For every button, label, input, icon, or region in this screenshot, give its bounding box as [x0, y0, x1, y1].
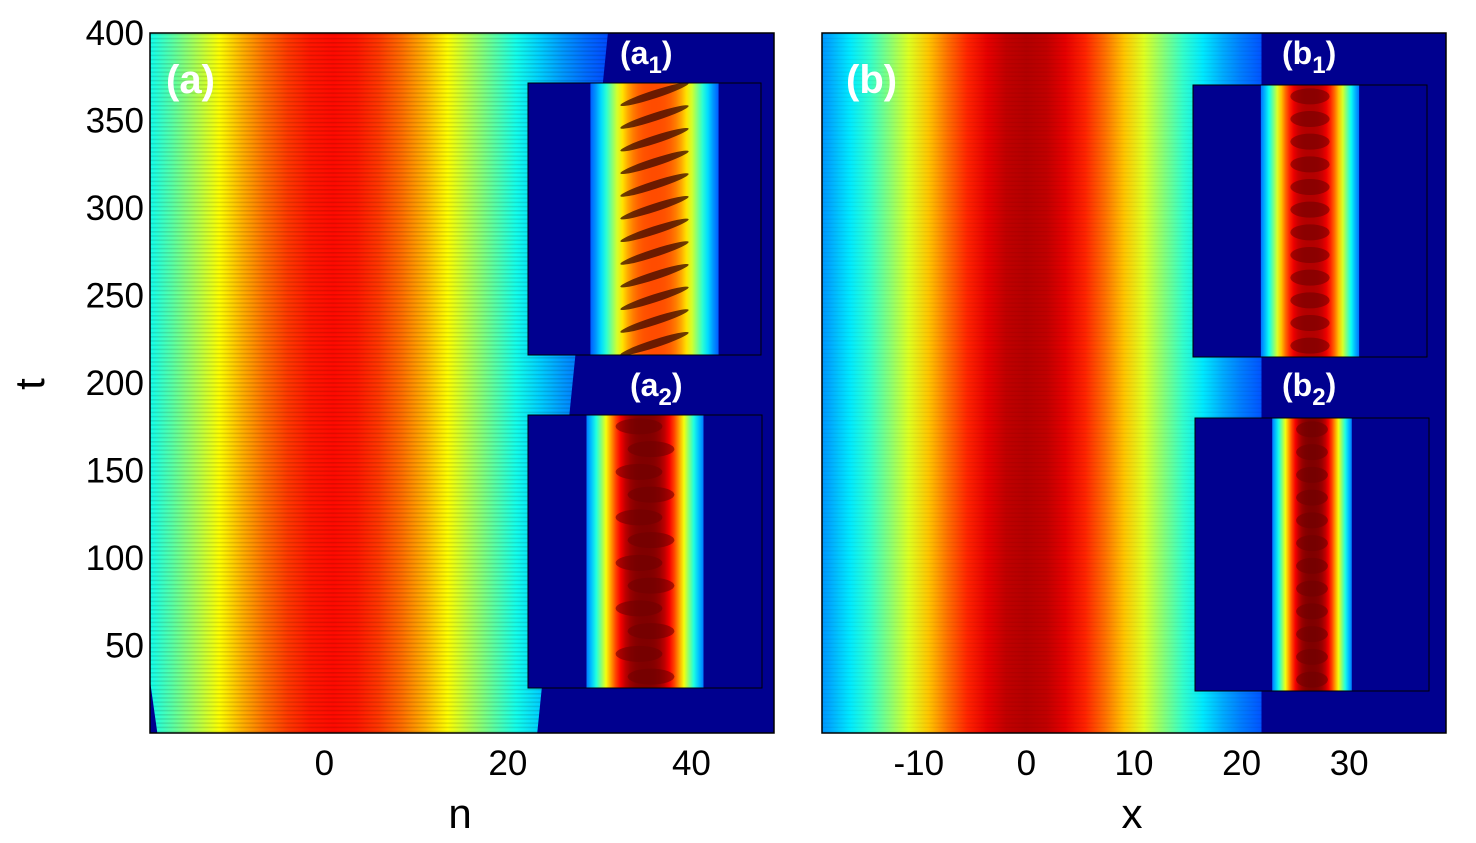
inset-b2-label: (b2) — [1282, 367, 1336, 411]
panel-a: 0 20 40 50 100 150 200 250 300 350 400 n t (a) (a… — [6, 14, 775, 837]
inset-lobe — [1290, 269, 1330, 286]
inset-lobe — [620, 331, 689, 356]
inset-lobe — [1290, 179, 1330, 195]
ytick-label: 300 — [86, 189, 144, 228]
inset-lobe — [1296, 421, 1328, 438]
inset-lobe — [1296, 466, 1328, 483]
panel-b-oscillation-stripes — [822, 33, 1262, 733]
inset-frame — [1194, 417, 1430, 692]
xtick-label: 0 — [1017, 744, 1036, 783]
panel-b-frame — [821, 32, 1447, 734]
panel-a-xlabel: n — [448, 790, 471, 837]
inset-lobe — [1296, 444, 1328, 461]
inset-lobe — [1290, 292, 1330, 309]
inset-lobe — [1296, 557, 1328, 574]
inset-a2 — [527, 414, 763, 689]
inset-lobe — [627, 532, 675, 549]
inset-lobe — [615, 463, 663, 480]
inset-lobe — [620, 127, 689, 152]
panel-a-label: (a) — [166, 58, 215, 102]
inset-b2 — [1194, 417, 1430, 692]
inset-lobe — [627, 441, 675, 458]
panel-a-ytick-labels: 50 100 150 200 250 300 350 400 — [86, 14, 144, 666]
inset-lobe — [620, 105, 689, 129]
inset-frame — [527, 82, 762, 356]
inset-lobe — [1290, 201, 1330, 218]
inset-lobe — [620, 241, 689, 265]
inset-a1 — [527, 82, 762, 356]
inset-lobe — [627, 623, 675, 640]
inset-lobe — [1296, 648, 1328, 665]
inset-a1-label: (a1) — [620, 35, 672, 79]
inset-frame — [1192, 84, 1428, 358]
xtick-label: 20 — [488, 744, 527, 783]
inset-lobe — [620, 218, 689, 243]
inset-lobe — [620, 263, 689, 288]
xtick-label: -10 — [894, 744, 945, 783]
inset-lobe — [615, 600, 663, 617]
inset-lobe — [1296, 512, 1328, 529]
xtick-label: 30 — [1330, 744, 1369, 783]
inset-lobe — [1296, 603, 1328, 620]
ytick-label: 50 — [105, 627, 144, 666]
inset-b1-label: (b1) — [1282, 35, 1336, 79]
inset-lobe — [1296, 489, 1328, 506]
xtick-label: 40 — [672, 744, 711, 783]
inset-core — [586, 415, 704, 688]
inset-core — [1272, 418, 1352, 691]
panel-b-heatmap — [822, 33, 1446, 733]
inset-lobe — [1290, 133, 1330, 150]
inset-lobe — [620, 173, 689, 197]
inset-lobe — [1290, 247, 1330, 263]
inset-lobe — [1290, 315, 1330, 331]
inset-lobe — [615, 554, 663, 571]
inset-lobe — [620, 309, 689, 333]
inset-lobe — [1290, 156, 1330, 173]
inset-lobe — [1290, 111, 1330, 127]
panel-b-label: (b) — [846, 58, 897, 102]
inset-lobe — [615, 645, 663, 662]
xtick-label: 20 — [1222, 744, 1261, 783]
inset-lobe — [627, 668, 675, 685]
inset-a2-label: (a2) — [630, 367, 682, 411]
panel-a-ylabel: t — [6, 378, 53, 390]
inset-lobe — [1290, 224, 1330, 241]
inset-lobe — [1290, 337, 1330, 354]
panel-b-xtick-labels: -10 0 10 20 30 — [894, 744, 1369, 783]
inset-lobe — [615, 418, 663, 435]
xtick-label: 10 — [1115, 744, 1154, 783]
inset-lobe — [620, 286, 689, 311]
ytick-label: 400 — [86, 14, 144, 53]
inset-lobe — [620, 195, 689, 220]
inset-lobe — [627, 577, 675, 594]
panel-b-xlabel: x — [1122, 790, 1143, 837]
inset-lobe — [620, 82, 689, 107]
inset-lobe — [1290, 88, 1330, 105]
inset-lobe — [1296, 580, 1328, 597]
inset-lobe — [627, 486, 675, 503]
panel-b: -10 0 10 20 30 x (b) (b1) (b2) — [821, 32, 1447, 837]
inset-lobe — [620, 150, 689, 175]
inset-lobe — [1296, 671, 1328, 688]
ytick-label: 150 — [86, 452, 144, 491]
ytick-label: 250 — [86, 277, 144, 316]
inset-b1 — [1192, 84, 1428, 358]
inset-lobe — [1296, 626, 1328, 643]
panel-a-frame — [149, 32, 775, 734]
panel-a-xtick-labels: 0 20 40 — [315, 744, 711, 783]
inset-core — [1260, 85, 1360, 357]
inset-core — [590, 83, 719, 355]
inset-lobe — [1296, 535, 1328, 552]
ytick-label: 350 — [86, 102, 144, 141]
inset-frame — [527, 414, 763, 689]
ytick-label: 100 — [86, 539, 144, 578]
panel-a-oscillation-stripes — [150, 33, 608, 733]
xtick-label: 0 — [315, 744, 334, 783]
ytick-label: 200 — [86, 364, 144, 403]
inset-lobe — [615, 509, 663, 526]
